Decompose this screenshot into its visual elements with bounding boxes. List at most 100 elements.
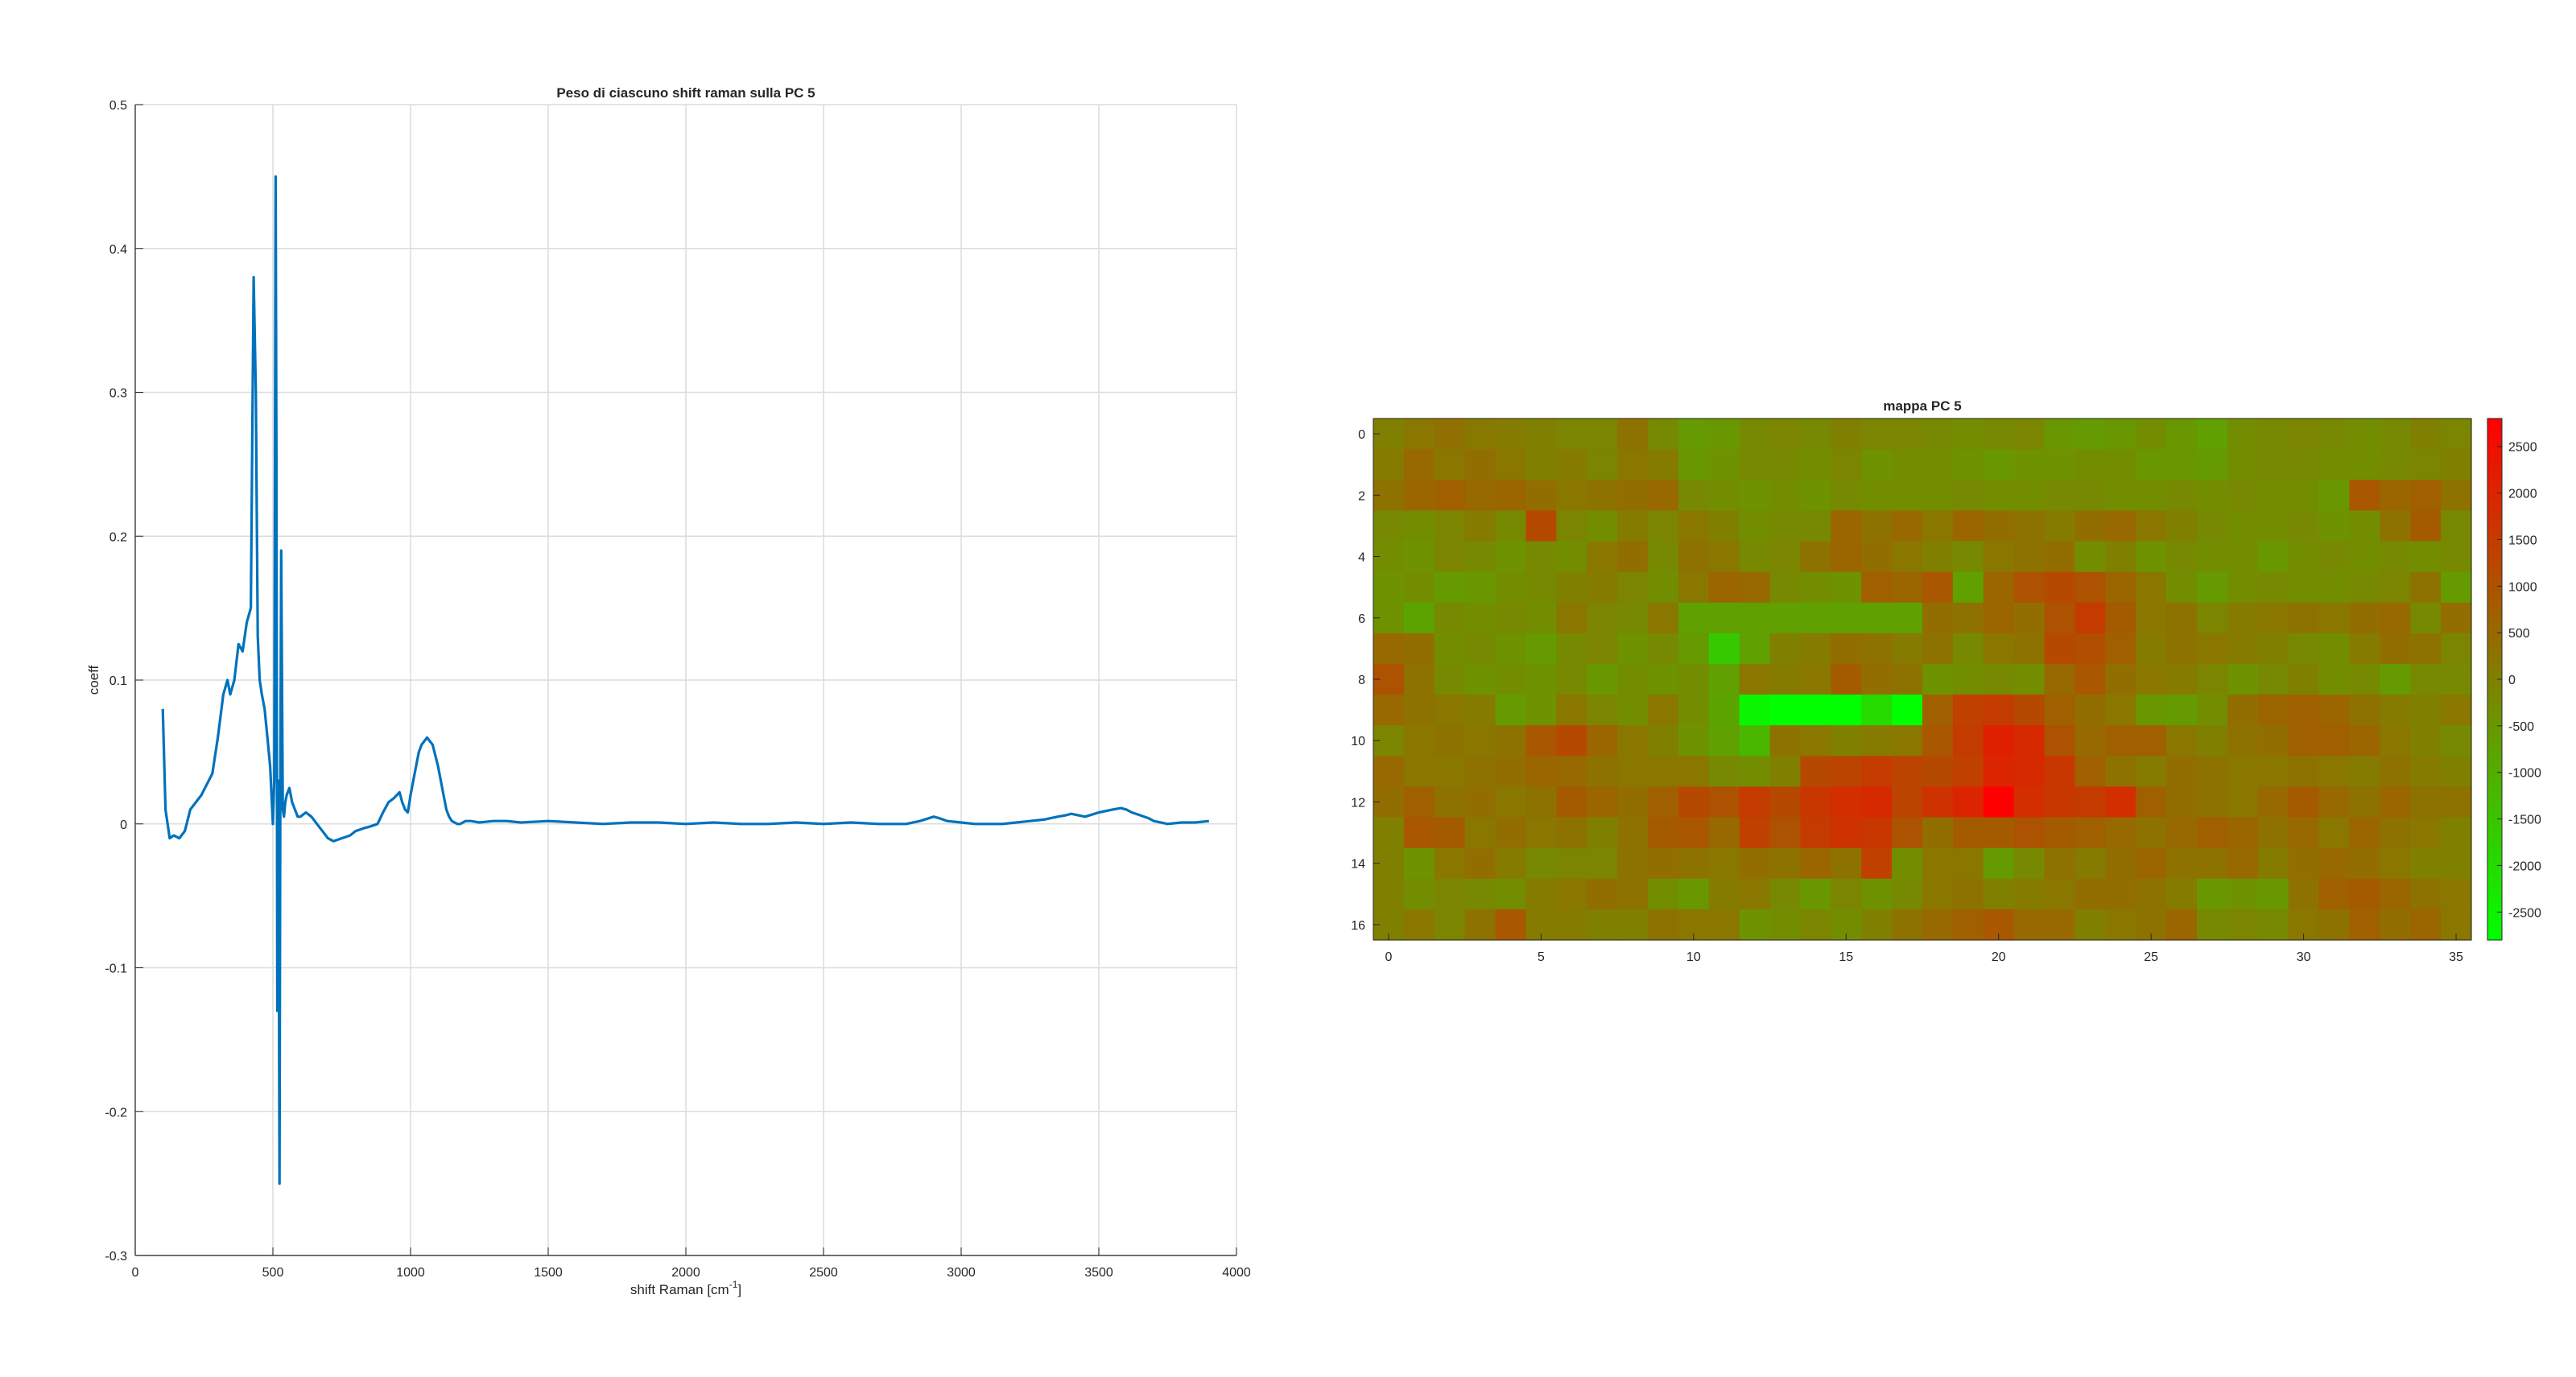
- heatmap-cell: [1800, 480, 1831, 511]
- heatmap-cell: [1434, 480, 1466, 511]
- heatmap-cell: [1708, 909, 1740, 941]
- heatmap-cell: [1861, 725, 1893, 757]
- heatmap-cell: [1800, 695, 1831, 726]
- heatmap-cell: [1434, 571, 1466, 604]
- heatmap-cell: [2410, 756, 2442, 788]
- heatmap-cell: [1708, 571, 1740, 604]
- heatmap-cell: [2044, 695, 2076, 726]
- heatmap-cell: [1556, 786, 1587, 818]
- heatmap-cell: [2349, 510, 2380, 542]
- x-tick-label: 3500: [1084, 1266, 1113, 1280]
- heatmap-cell: [1648, 633, 1679, 665]
- heatmap-cell: [1739, 633, 1771, 665]
- heatmap-cell: [1617, 756, 1649, 788]
- heatmap-cell: [1495, 480, 1527, 511]
- heatmap-cell: [1861, 449, 1893, 480]
- heatmap-cell: [1525, 725, 1557, 757]
- heatmap-cell: [1434, 510, 1466, 542]
- heatmap-cell: [2318, 510, 2351, 542]
- heatmap-cell: [1373, 633, 1405, 665]
- heatmap-cell: [2349, 418, 2380, 450]
- heatmap-cell: [1831, 633, 1862, 665]
- heatmap-cell: [1617, 418, 1649, 450]
- heatmap-cell: [1556, 633, 1587, 665]
- heatmap-cell: [2380, 756, 2411, 788]
- heatmap-cell: [2441, 418, 2472, 450]
- heatmap-cell: [2013, 510, 2046, 542]
- heatmap-cell: [2166, 571, 2198, 604]
- heatmap-x-ticks: 0 5 10 15 20 25 30 35: [1385, 934, 2463, 964]
- heatmap-cell: [2441, 878, 2472, 910]
- heatmap-cell: [2380, 725, 2411, 757]
- heatmap-cell: [2288, 786, 2320, 818]
- heatmap-cell: [2441, 510, 2472, 542]
- heatmap-cell: [1892, 817, 1923, 849]
- heatmap-cell: [1952, 878, 1984, 910]
- heatmap-cell: [2044, 663, 2076, 695]
- heatmap-cell: [1739, 663, 1771, 695]
- heatmap-y-tick-label: 16: [1351, 919, 1365, 933]
- heatmap-cell: [1434, 541, 1466, 573]
- line-series-group: [161, 175, 1209, 1185]
- heatmap-cell: [1708, 786, 1740, 818]
- heatmap-cell: [1464, 510, 1496, 542]
- heatmap-cell: [2197, 725, 2228, 757]
- heatmap-cell: [1678, 510, 1710, 542]
- heatmap-cell: [1464, 480, 1496, 511]
- colorbar-tick-label: -2500: [2508, 906, 2541, 920]
- heatmap-cell: [1403, 571, 1435, 604]
- heatmap-cell: [2349, 480, 2380, 511]
- heatmap-cell: [2441, 571, 2472, 604]
- x-tick-label: 2500: [809, 1266, 838, 1280]
- heatmap-cell: [2105, 878, 2136, 910]
- heatmap-cell: [1617, 541, 1649, 573]
- heatmap-cell: [2349, 541, 2380, 573]
- heatmap-cell: [2136, 602, 2167, 634]
- heatmap-cell: [1678, 756, 1710, 788]
- colorbar-tick-label: -2000: [2508, 860, 2541, 873]
- heatmap-cell: [2441, 695, 2472, 726]
- heatmap-cell: [2074, 449, 2106, 480]
- heatmap-cell: [1800, 510, 1831, 542]
- heatmap-cell: [2166, 480, 2198, 511]
- heatmap-cell: [2105, 909, 2136, 941]
- heatmap-cell: [2318, 541, 2351, 573]
- x-tick-label: 0: [132, 1266, 139, 1280]
- heatmap-cell: [2380, 418, 2411, 450]
- heatmap-cell: [2257, 633, 2289, 665]
- heatmap-cell: [2380, 541, 2411, 573]
- heatmap-cell: [1617, 695, 1649, 726]
- heatmap-cell: [1922, 878, 1954, 910]
- heatmap-cell: [2227, 756, 2259, 788]
- heatmap-cell: [1373, 510, 1405, 542]
- heatmap-cell: [2197, 878, 2228, 910]
- heatmap-cell: [1892, 480, 1923, 511]
- heatmap-cell: [1831, 756, 1862, 788]
- heatmap-cell: [1861, 510, 1893, 542]
- y-tick-label: 0.5: [109, 99, 127, 113]
- heatmap-cell: [1434, 418, 1466, 450]
- heatmap-cell: [1769, 449, 1802, 480]
- heatmap-cell: [2318, 909, 2351, 941]
- heatmap-cell: [2380, 480, 2411, 511]
- heatmap-cell: [1800, 571, 1831, 604]
- heatmap-cell: [1556, 847, 1587, 880]
- heatmap-cell: [1922, 418, 1954, 450]
- heatmap-cell: [1648, 695, 1679, 726]
- heatmap-cell: [2410, 817, 2442, 849]
- heatmap-cell: [2227, 909, 2259, 941]
- heatmap-cell: [1587, 756, 1618, 788]
- heatmap-cell: [1769, 510, 1802, 542]
- heatmap-cell: [1678, 541, 1710, 573]
- heatmap-cell: [2105, 510, 2136, 542]
- heatmap-cell: [1556, 909, 1587, 941]
- heatmap-cell: [2136, 541, 2167, 573]
- heatmap-cell: [1769, 756, 1802, 788]
- heatmap-cell: [2257, 786, 2289, 818]
- heatmap-cell: [2318, 480, 2351, 511]
- heatmap-cell: [1861, 418, 1893, 450]
- heatmap-cell: [2227, 633, 2259, 665]
- y-tick-label: -0.3: [105, 1250, 127, 1264]
- heatmap-cell: [1892, 725, 1923, 757]
- heatmap-cell: [1434, 663, 1466, 695]
